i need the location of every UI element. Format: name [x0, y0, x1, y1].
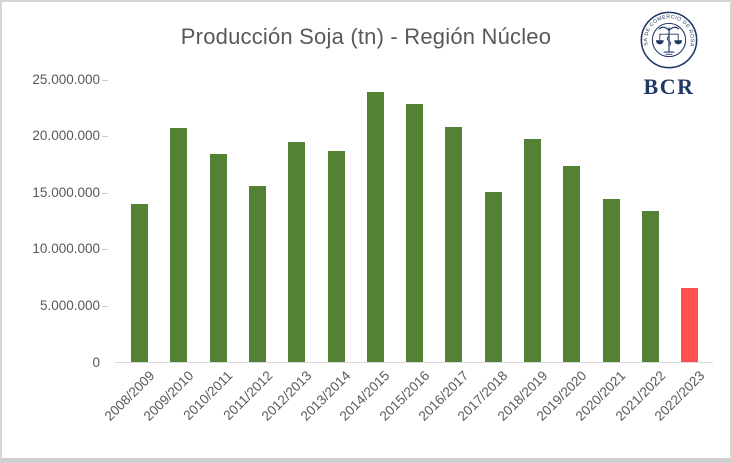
y-axis-tick-mark — [102, 249, 108, 251]
bar-2011-2012 — [248, 185, 266, 363]
bar-2018-2019 — [524, 139, 541, 363]
bar-2017-2018 — [484, 191, 502, 363]
bar-2014-2015 — [366, 91, 384, 363]
y-axis-tick-label: 10.000.000 — [32, 241, 100, 257]
bar-2012-2013 — [288, 141, 306, 363]
y-axis-tick-mark — [102, 79, 108, 81]
bar-2008-2009 — [131, 204, 148, 363]
y-axis-tick-mark — [102, 192, 108, 194]
bcr-logo: BOLSA DE COMERCIO DE ROSARIO BCR — [636, 11, 702, 98]
bar-2019-2020 — [563, 165, 581, 363]
y-axis-tick-mark — [102, 136, 108, 138]
y-axis-tick-label: 25.000.000 — [32, 71, 100, 87]
bar-2020-2021 — [602, 199, 620, 363]
x-axis-line — [115, 362, 713, 363]
chart-title: Producción Soja (tn) - Región Núcleo — [180, 24, 552, 49]
bar-2015-2016 — [406, 104, 424, 363]
bar-2009-2010 — [170, 128, 188, 363]
y-axis-tick-label: 15.000.000 — [32, 184, 100, 200]
bcr-seal-icon: BOLSA DE COMERCIO DE ROSARIO — [640, 11, 698, 69]
y-axis-tick-mark — [102, 305, 108, 307]
bar-2022-2023 — [681, 287, 699, 363]
bar-2013-2014 — [327, 150, 345, 363]
bar-2016-2017 — [445, 127, 463, 363]
bar-2010-2011 — [209, 154, 227, 363]
bar-2021-2022 — [641, 210, 659, 363]
y-axis-tick-label: 0 — [92, 354, 100, 370]
y-axis-tick-label: 20.000.000 — [32, 128, 100, 144]
y-axis-tick-label: 5.000.000 — [39, 297, 100, 313]
bcr-wordmark: BCR — [643, 74, 695, 99]
